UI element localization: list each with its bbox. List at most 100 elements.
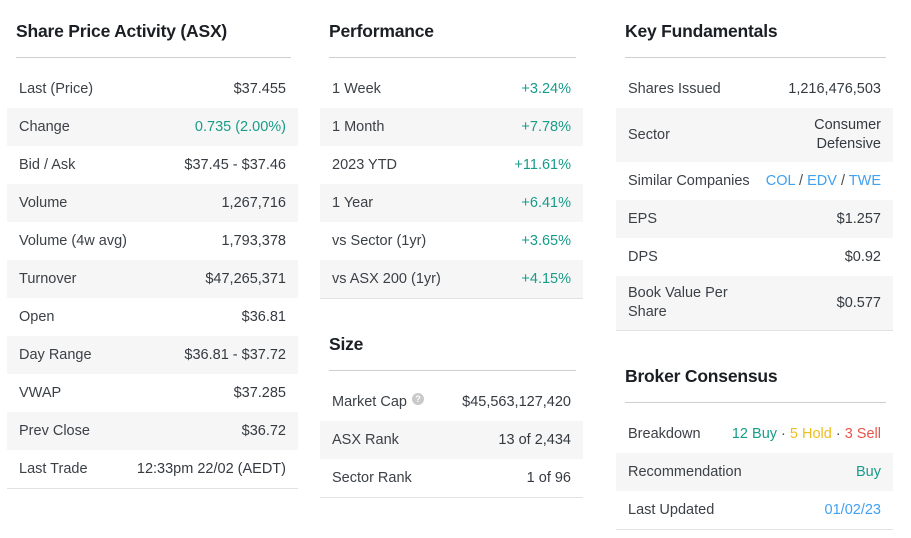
row-label: Prev Close [19,422,90,439]
row-label: 1 Year [332,194,374,211]
row-value: $36.72 [241,422,286,439]
row-value: $45,563,127,420 [462,393,571,410]
table-row: Bid / Ask $37.45 - $37.46 [7,146,298,184]
table-row: VWAP $37.285 [7,374,298,412]
table-row: Last Trade 12:33pm 22/02 (AEDT) [7,450,298,488]
hold-count: 5 Hold [789,425,832,442]
row-value: COL / EDV / TWE [766,172,881,191]
section-divider [625,402,886,403]
row-label: Turnover [19,270,77,287]
row-label: Recommendation [628,463,742,480]
row-label: vs Sector (1yr) [332,232,427,249]
row-value: $1.257 [836,210,881,227]
buy-count: 12 Buy [731,425,778,442]
table-row: Sector Rank 1 of 96 [320,459,583,497]
section-title: Key Fundamentals [625,21,778,41]
row-value: Consumer Defensive [814,117,881,152]
row-label: Volume [19,194,68,211]
row-label: Bid / Ask [19,156,76,173]
row-label: Shares Issued [628,80,721,97]
row-value: $36.81 [241,308,286,325]
row-value: 1,267,716 [221,194,286,211]
row-label: Open [19,308,55,325]
row-label: Last Trade [19,460,88,477]
section-share-price-activity: Share Price Activity (ASX) Last (Price) $3… [7,20,298,489]
row-label: VWAP [19,384,62,401]
table-row: 2023 YTD +11.61% [320,146,583,184]
similar-company-link-col[interactable]: COL [765,172,796,189]
table-row: Sector Consumer Defensive [616,108,893,162]
row-value: Buy [856,463,881,480]
column: Share Price Activity (ASX) Last (Price) $3… [7,20,298,530]
sell-count: 3 Sell [844,425,881,442]
table-row: ASX Rank 13 of 2,434 [320,421,583,459]
help-icon[interactable]: ? [411,392,424,405]
row-value: $37.45 - $37.46 [184,156,286,173]
row-label: Day Range [19,346,92,363]
row-label: 1 Month [332,118,385,135]
similar-company-link-edv[interactable]: EDV [807,172,837,189]
row-label: 1 Week [332,80,381,97]
row-value: +3.24% [521,80,571,97]
table-row: 1 Month +7.78% [320,108,583,146]
table-row: Change 0.735 (2.00%) [7,108,298,146]
row-label: 2023 YTD [332,156,398,173]
row-value: $36.81 - $37.72 [184,346,286,363]
table-row: Last Updated 01/02/23 [616,491,893,529]
row-label: Sector Rank [332,469,412,486]
row-label: Similar Companies [628,172,750,189]
table-row: Market Cap? $45,563,127,420 [320,383,583,421]
table-row: vs ASX 200 (1yr) +4.15% [320,260,583,298]
row-value: +6.41% [521,194,571,211]
row-value: +11.61% [514,156,571,173]
row-label: Last Updated [628,501,715,518]
section-divider [625,57,886,58]
section-key-fundamentals: Key Fundamentals Shares Issued 1,216,476,5… [616,20,893,331]
value-separator: / [795,172,808,189]
table-row: 1 Year +6.41% [320,184,583,222]
section-divider [16,57,291,58]
table-row: Open $36.81 [7,298,298,336]
row-value: $47,265,371 [205,270,286,287]
column: Performance 1 Week +3.24% 1 Month +7.78% 2023… [320,20,583,530]
table-row: Last (Price) $37.455 [7,70,298,108]
row-value: 1,216,476,503 [788,80,881,97]
data-table: Last (Price) $37.455 Change 0.735 (2.00%) Bi… [7,70,298,489]
last-updated-link[interactable]: 01/02/23 [824,501,881,518]
row-value: 12:33pm 22/02 (AEDT) [136,460,286,477]
section-title: Performance [329,21,434,41]
table-row: DPS $0.92 [616,238,893,276]
row-label: Volume (4w avg) [19,232,127,249]
data-table: Market Cap? $45,563,127,420 ASX Rank 13 of … [320,383,583,498]
row-label: Book Value Per Share [628,285,728,320]
section-divider [329,57,576,58]
row-value: $37.455 [233,80,286,97]
table-row: Recommendation Buy [616,453,893,491]
section-performance: Performance 1 Week +3.24% 1 Month +7.78% 2023… [320,20,583,299]
value-separator: / [836,172,849,189]
row-label: Market Cap? [332,392,424,412]
table-row: Shares Issued 1,216,476,503 [616,70,893,108]
row-value: $0.92 [844,248,881,265]
data-table: Breakdown 12 Buy · 5 Hold · 3 Sell Recomme… [616,415,893,530]
section-title: Share Price Activity (ASX) [16,21,228,41]
table-row: Volume (4w avg) 1,793,378 [7,222,298,260]
similar-company-link-twe[interactable]: TWE [848,172,881,189]
table-row: Prev Close $36.72 [7,412,298,450]
section-divider [329,370,576,371]
table-row: Turnover $47,265,371 [7,260,298,298]
table-row: EPS $1.257 [616,200,893,238]
row-label: vs ASX 200 (1yr) [332,270,441,287]
table-row: 1 Week +3.24% [320,70,583,108]
column: Key Fundamentals Shares Issued 1,216,476,5… [616,20,893,530]
row-value: 12 Buy · 5 Hold · 3 Sell [732,425,881,444]
section-size: Size Market Cap? $45,563,127,420 ASX Rank 13… [320,333,583,498]
section-title: Broker Consensus [625,366,778,386]
row-value: 1,793,378 [221,232,286,249]
row-label: EPS [628,210,658,227]
row-value: 13 of 2,434 [498,431,571,448]
row-value: +3.65% [521,232,571,249]
data-table: 1 Week +3.24% 1 Month +7.78% 2023 YTD +11.61%… [320,70,583,299]
table-row: vs Sector (1yr) +3.65% [320,222,583,260]
